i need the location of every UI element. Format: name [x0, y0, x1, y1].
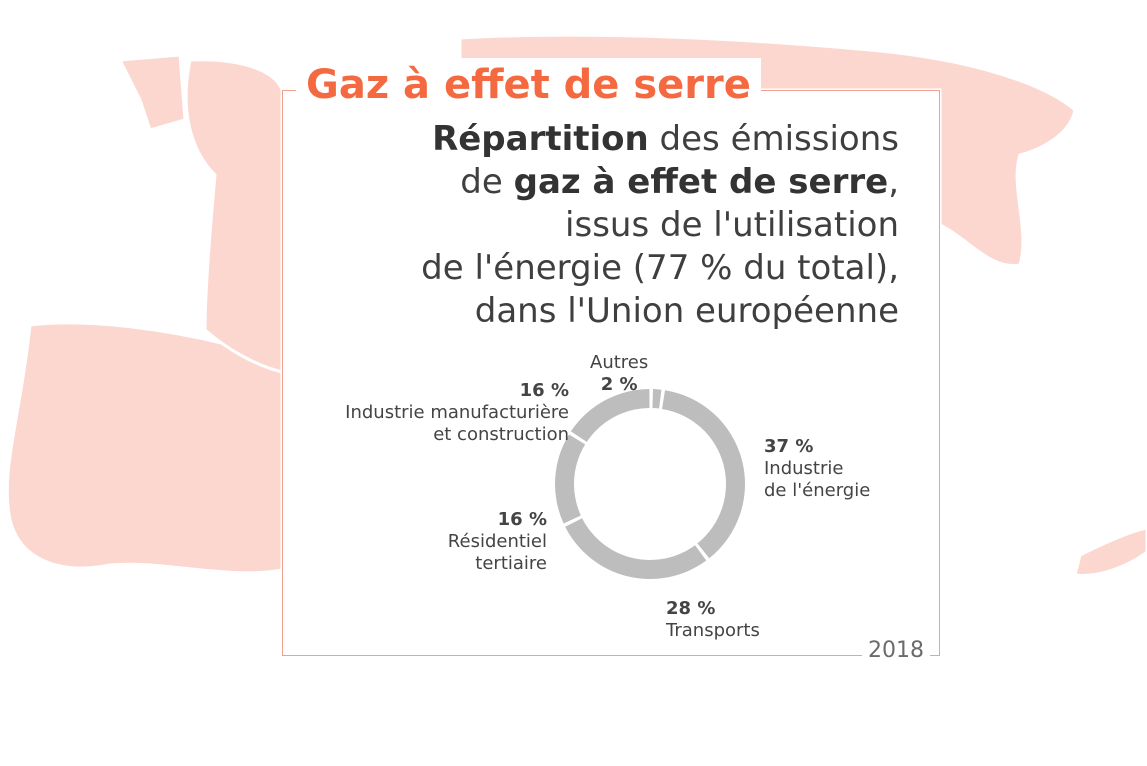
map-shape-cyprus — [1073, 526, 1147, 577]
label-transports: 28 % Transports — [666, 598, 760, 641]
subtitle-line-1: Répartition des émissions — [432, 119, 899, 159]
chart-subtitle: Répartition des émissions de gaz à effet… — [421, 118, 899, 333]
map-shape-france — [184, 58, 284, 374]
subtitle-line-4: de l'énergie (77 % du total), — [421, 248, 899, 288]
map-shape-north — [117, 53, 187, 132]
label-industrie-manufacturiere: 16 % Industrie manufacturière et constru… — [345, 380, 569, 445]
page-title: Gaz à effet de serre — [296, 58, 761, 112]
subtitle-line-3: issus de l'utilisation — [565, 205, 899, 245]
donut-slice-r-sidentiel-tertiaire — [555, 434, 586, 524]
year-label: 2018 — [862, 636, 930, 666]
subtitle-line-5: dans l'Union européenne — [474, 291, 899, 331]
donut-slice-transports — [565, 518, 707, 579]
label-industrie-energie: 37 % Industrie de l'énergie — [764, 436, 871, 501]
donut-slice-industrie-manufacturi-re-et-construction — [570, 389, 650, 442]
map-shape-iberia — [5, 321, 284, 575]
label-residentiel: 16 % Résidentiel tertiaire — [447, 509, 547, 574]
label-autres: Autres 2 % — [590, 352, 649, 395]
donut-slice-autres — [652, 389, 662, 409]
donut-slice-industrie-de-l-nergie — [662, 390, 746, 559]
subtitle-line-2: de gaz à effet de serre, — [460, 162, 899, 202]
